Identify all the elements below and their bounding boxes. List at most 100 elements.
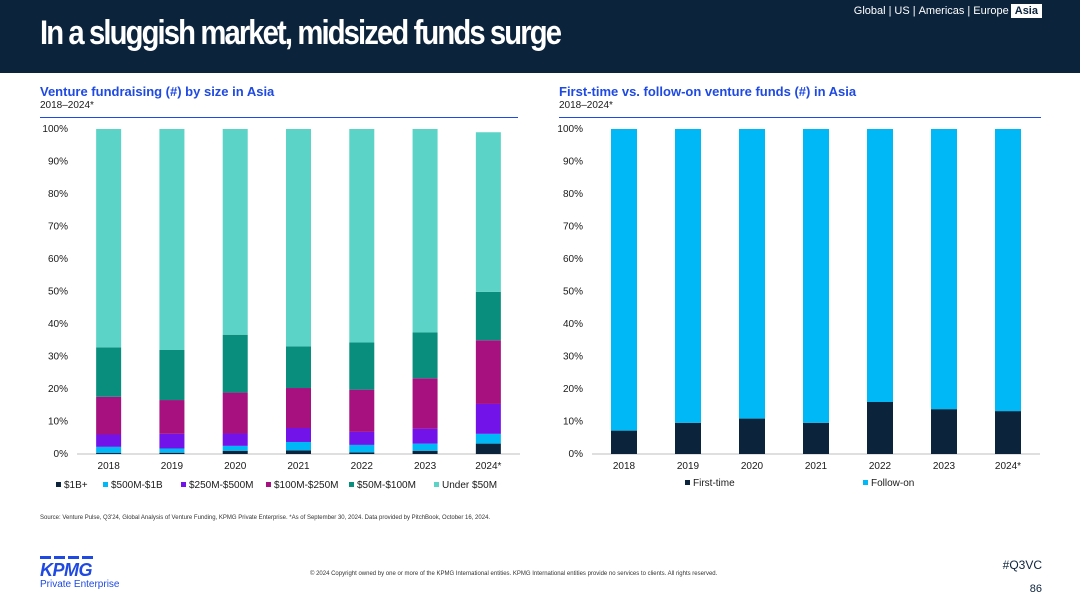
left-bar-2018--100m-250m [96,396,122,435]
left-legend-label: Under $50M [442,480,497,491]
separator: | [912,5,916,17]
left-bar-2022--50m-100m [349,342,375,390]
right-bar-2023-first-time [931,409,957,454]
left-bar-2020--1b- [222,450,248,454]
left-bar-2021--50m-100m [286,346,311,389]
left-legend-swatch [434,482,439,487]
left-xtick-label: 2020 [224,461,247,472]
right-bar-2022-first-time [867,402,893,454]
source-note: Source: Venture Pulse, Q3'24, Global Ana… [40,515,491,521]
header-bar: In a sluggish market, midsized funds sur… [0,0,1080,73]
left-bar-2019-under-50m [159,129,185,350]
right-chart-title: First-time vs. follow-on venture funds (… [559,84,857,99]
left-bar-2023--100m-250m [412,378,438,429]
left-bar-2023--1b- [412,450,438,454]
left-ytick-label: 90% [48,157,68,168]
left-legend-label: $500M-$1B [111,480,163,491]
region-americas[interactable]: Americas [918,5,965,17]
left-bar-2018--500m-1b [96,446,122,454]
copyright-notice: © 2024 Copyright owned by one or more of… [310,571,718,577]
left-xtick-label: 2018 [98,461,121,472]
left-legend-swatch [349,482,354,487]
right-ytick-label: 90% [563,157,583,168]
left-bar-2019--100m-250m [159,400,185,434]
left-bar-2021--1b- [286,450,311,454]
right-ytick-label: 40% [563,319,583,330]
right-bar-2023-follow-on [931,129,957,410]
left-legend-swatch [181,482,186,487]
left-xtick-label: 2021 [287,461,310,472]
right-chart-subtitle: 2018–2024* [559,100,613,111]
right-bar-2018-first-time [611,430,637,454]
separator: | [967,5,971,17]
right-legend-swatch [685,480,690,485]
left-bar-2020--500m-1b [222,445,248,451]
right-bar-2024-first-time [995,411,1021,454]
right-legend-label: First-time [693,478,735,489]
region-us[interactable]: US [894,5,910,17]
left-bar-2018-under-50m [96,129,122,348]
right-xtick-label: 2019 [677,461,700,472]
kpmg-logo: KPMG Private Enterprise [40,556,119,590]
left-ytick-label: 40% [48,319,68,330]
logo-text: KPMG [40,560,93,580]
right-xtick-label: 2024* [995,461,1021,472]
left-ytick-label: 70% [48,222,68,233]
right-ytick-label: 100% [557,124,583,135]
left-bar-2024--50m-100m [475,291,501,341]
page-title: In a sluggish market, midsized funds sur… [40,14,562,52]
right-legend-swatch [863,480,868,485]
left-ytick-label: 0% [54,449,69,460]
page-number: 86 [1029,583,1042,595]
left-xtick-label: 2022 [351,461,374,472]
region-global[interactable]: Global [853,5,886,17]
left-bar-2022--100m-250m [349,389,375,432]
left-xtick-label: 2019 [161,461,184,472]
left-chart-subtitle: 2018–2024* [40,100,94,111]
left-bar-2018--1b- [96,453,122,454]
right-xtick-label: 2023 [933,461,956,472]
left-bar-2019--250m-500m [159,433,185,449]
right-xtick-label: 2021 [805,461,828,472]
left-ytick-label: 50% [48,287,68,298]
left-bar-2021--500m-1b [286,441,311,451]
left-bar-2023-under-50m [412,129,438,333]
right-bar-2020-follow-on [739,129,765,419]
left-legend-swatch [103,482,108,487]
left-ytick-label: 20% [48,384,68,395]
right-bar-2024-follow-on [995,129,1021,412]
left-xtick-label: 2023 [414,461,437,472]
left-legend-label: $100M-$250M [274,480,338,491]
region-asia[interactable]: Asia [1010,4,1042,18]
right-ytick-label: 30% [563,352,583,363]
left-bar-2022--1b- [349,452,375,454]
left-ytick-label: 30% [48,352,68,363]
right-ytick-label: 50% [563,287,583,298]
right-bar-2019-first-time [675,422,701,454]
right-ytick-label: 60% [563,254,583,265]
left-chart-rule [40,117,518,118]
logo-subtitle: Private Enterprise [40,579,120,590]
region-europe[interactable]: Europe [973,5,1009,17]
right-xtick-label: 2018 [613,461,636,472]
right-ytick-label: 0% [569,449,584,460]
logo-boxes [40,556,119,559]
left-bar-2022-under-50m [349,129,375,343]
left-bar-2021--250m-500m [286,428,311,442]
left-bar-2024--1b- [475,443,501,454]
left-bar-2020-under-50m [222,129,248,335]
right-bar-2019-follow-on [675,129,701,423]
left-ytick-label: 10% [48,417,68,428]
left-bar-2018--250m-500m [96,434,122,447]
left-legend-swatch [56,482,61,487]
left-bar-2021--100m-250m [286,388,311,428]
right-bar-2021-follow-on [803,129,829,423]
left-chart-title: Venture fundraising (#) by size in Asia [40,84,275,99]
left-bar-2018--50m-100m [96,347,122,397]
right-legend-label: Follow-on [871,478,914,489]
left-legend-label: $1B+ [64,480,88,491]
left-bar-2024--100m-250m [475,340,501,404]
left-bar-2023--250m-500m [412,428,438,444]
left-ytick-label: 80% [48,189,68,200]
